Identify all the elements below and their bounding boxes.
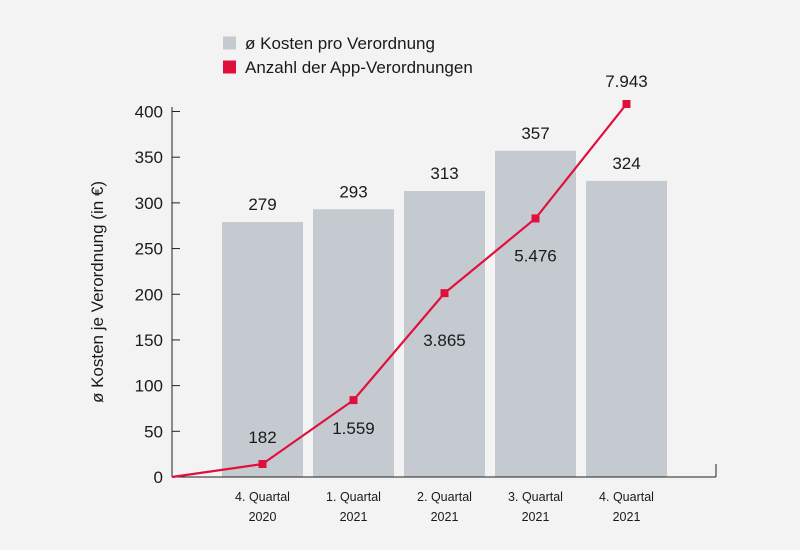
bar-series (222, 150, 667, 478)
bar (313, 209, 394, 478)
legend-label: Anzahl der App-Verordnungen (245, 58, 473, 77)
x-axis (172, 464, 717, 478)
y-tick-label: 300 (135, 194, 163, 213)
x-tick-label: 2. Quartal (417, 490, 472, 504)
y-tick-label: 250 (135, 240, 163, 259)
y-axis-label: ø Kosten je Verordnung (in €) (88, 181, 107, 403)
legend-label: ø Kosten pro Verordnung (245, 34, 435, 53)
legend-swatch (223, 60, 236, 74)
y-tick-label: 150 (135, 331, 163, 350)
bar-value-label: 357 (521, 124, 549, 143)
line-value-label: 5.476 (514, 246, 557, 265)
bar-value-label: 324 (612, 154, 640, 173)
bar (222, 222, 303, 477)
line-point (349, 396, 358, 405)
x-tick-label: 1. Quartal (326, 490, 381, 504)
bar-value-label: 293 (339, 182, 367, 201)
line-point (258, 460, 267, 468)
line-value-label: 3.865 (423, 331, 466, 350)
legend-swatch (223, 36, 236, 50)
bar-value-labels: 279 293 313 357 324 (248, 124, 640, 214)
line-point (531, 214, 540, 223)
y-tick-label: 50 (144, 422, 163, 441)
bar (404, 190, 485, 477)
x-tick-label: 3. Quartal (508, 490, 563, 504)
line-value-label: 1.559 (332, 419, 375, 438)
y-tick-label: 400 (135, 103, 163, 122)
y-tick-label: 200 (135, 285, 163, 304)
y-tick-label: 0 (154, 468, 163, 487)
line-value-label: 182 (248, 428, 276, 447)
x-tick-label: 2021 (613, 510, 641, 524)
line-path (171, 103, 628, 479)
x-tick-label: 2021 (431, 510, 459, 524)
x-tick-label: 4. Quartal (235, 490, 290, 504)
legend: ø Kosten pro Verordnung Anzahl der App-Ve… (223, 34, 473, 77)
y-tick-label: 100 (135, 377, 163, 396)
bar (586, 180, 667, 477)
line-value-label: 7.943 (605, 72, 648, 91)
bar-value-label: 313 (430, 164, 458, 183)
line-series (171, 100, 631, 479)
x-tick-labels: 4. Quartal 2020 1. Quartal 2021 2. Quartal 20… (235, 490, 654, 524)
bar (495, 150, 576, 477)
line-value-labels: 182 1.559 3.865 5.476 7.943 (248, 72, 647, 447)
y-tick-label: 350 (135, 148, 163, 167)
line-point (440, 289, 449, 298)
x-tick-label: 2021 (340, 510, 368, 524)
x-tick-label: 4. Quartal (599, 490, 654, 504)
x-tick-label: 2021 (522, 510, 550, 524)
x-tick-label: 2020 (249, 510, 277, 524)
bar-value-label: 279 (248, 195, 276, 214)
y-axis: 0 50 100 150 200 250 300 350 400 (135, 103, 180, 487)
line-point (622, 100, 631, 108)
